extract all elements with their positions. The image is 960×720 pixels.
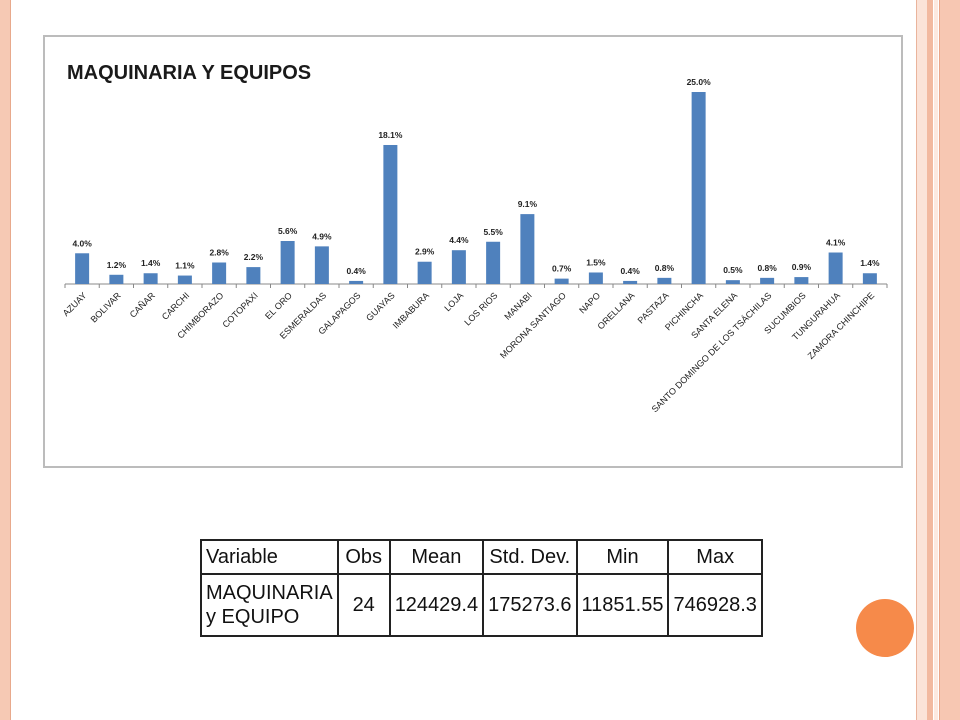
x-tick-label: IMBABURA: [391, 290, 431, 330]
header-variable: Variable: [200, 539, 339, 575]
bar: [760, 277, 775, 284]
bar: [143, 273, 158, 284]
variable-line-1: MAQUINARIA: [206, 582, 333, 604]
bar: [451, 250, 466, 284]
x-tick-label: LOJA: [442, 290, 465, 313]
data-label: 2.9%: [415, 247, 435, 257]
data-label: 0.5%: [723, 265, 743, 275]
bar: [588, 272, 603, 284]
bar: [349, 280, 364, 284]
data-label: 2.8%: [209, 247, 229, 257]
x-tick-label: EL ORO: [263, 290, 294, 321]
data-label: 4.1%: [826, 238, 846, 248]
bar: [554, 278, 569, 284]
bar: [828, 252, 843, 284]
bar: [109, 274, 124, 284]
header-mean: Mean: [388, 539, 485, 575]
data-label: 4.4%: [449, 235, 469, 245]
left-border-stripe: [0, 0, 11, 720]
bar: [246, 267, 261, 284]
cell-max: 746928.3: [667, 573, 763, 637]
bar: [280, 240, 295, 284]
x-tick-label: AZUAY: [61, 290, 89, 318]
bar: [212, 262, 227, 284]
right-border-stripe: [927, 0, 933, 720]
variable-line-2: y EQUIPO: [206, 606, 300, 628]
data-label: 1.2%: [107, 260, 127, 270]
x-tick-label: PASTAZA: [636, 290, 671, 325]
bar: [862, 273, 877, 284]
cell-obs: 24: [336, 573, 391, 637]
chart-container: MAQUINARIA Y EQUIPOS 4.0% 1.2% 1.4% 1.1% 2.8…: [43, 35, 903, 468]
bar: [75, 253, 90, 284]
bar: [383, 144, 398, 284]
x-tick-label: LOS RIOS: [462, 290, 499, 327]
bar: [623, 280, 638, 284]
data-label: 9.1%: [518, 199, 538, 209]
decorative-circle: [856, 599, 914, 657]
cell-min: 11851.55: [575, 573, 670, 637]
x-tick-label: MORONA SANTIAGO: [498, 290, 568, 360]
bar: [314, 246, 329, 284]
data-label: 0.4%: [346, 266, 366, 276]
bar: [520, 214, 535, 284]
data-label: 5.5%: [483, 227, 503, 237]
x-tick-label: ORELLANA: [596, 290, 637, 331]
data-label: 1.4%: [860, 258, 880, 268]
right-border-stripe: [939, 0, 960, 720]
data-label: 0.8%: [757, 263, 777, 273]
table-header-row: Variable Obs Mean Std. Dev. Min Max: [200, 539, 763, 575]
x-tick-label: COTOPAXI: [220, 290, 259, 329]
x-tick-label: CAÑAR: [128, 290, 158, 320]
x-tick-label: SANTO DOMINGO DE LOS TSÁCHILAS: [650, 290, 774, 414]
header-obs: Obs: [336, 539, 391, 575]
bar: [657, 277, 672, 284]
bar: [177, 275, 192, 284]
cell-mean: 124429.4: [388, 573, 485, 637]
bar: [725, 280, 740, 284]
header-min: Min: [575, 539, 670, 575]
x-tick-label: ZAMORA CHINCHIPE: [806, 290, 877, 361]
x-tick-label: CARCHI: [160, 290, 191, 321]
data-label: 5.6%: [278, 226, 298, 236]
bar-chart: 4.0% 1.2% 1.4% 1.1% 2.8% 2.2% 5.6% 4.9% 0.4% 18.1…: [61, 77, 888, 414]
data-label: 18.1%: [378, 130, 403, 140]
data-label: 1.5%: [586, 257, 606, 267]
bar: [794, 277, 809, 284]
cell-variable: MAQUINARIA y EQUIPO: [200, 573, 339, 637]
data-label: 1.4%: [141, 258, 161, 268]
data-label: 0.7%: [552, 264, 572, 274]
data-label: 4.9%: [312, 231, 332, 241]
header-std-dev: Std. Dev.: [482, 539, 578, 575]
bar: [417, 261, 432, 284]
bar: [486, 241, 501, 284]
x-tick-label: NAPO: [577, 290, 602, 315]
header-max: Max: [667, 539, 763, 575]
x-tick-label: BOLIVAR: [89, 290, 124, 325]
data-label: 0.9%: [792, 262, 812, 272]
table-row: MAQUINARIA y EQUIPO 24 124429.4 175273.6…: [200, 573, 763, 637]
right-border-stripe: [934, 0, 938, 720]
data-label: 0.4%: [620, 266, 640, 276]
right-border-stripe: [916, 0, 927, 720]
data-label: 0.8%: [655, 263, 675, 273]
data-label: 1.1%: [175, 261, 195, 271]
chart-title: MAQUINARIA Y EQUIPOS: [67, 62, 312, 84]
x-tick-label: MANABI: [502, 290, 533, 321]
cell-std-dev: 175273.6: [482, 573, 578, 637]
bar: [691, 92, 706, 284]
x-tick-label: GUAYAS: [364, 290, 397, 323]
data-label: 4.0%: [72, 238, 92, 248]
data-label: 25.0%: [687, 77, 712, 87]
summary-statistics-table: Variable Obs Mean Std. Dev. Min Max MAQU…: [200, 539, 763, 637]
data-label: 2.2%: [244, 252, 264, 262]
